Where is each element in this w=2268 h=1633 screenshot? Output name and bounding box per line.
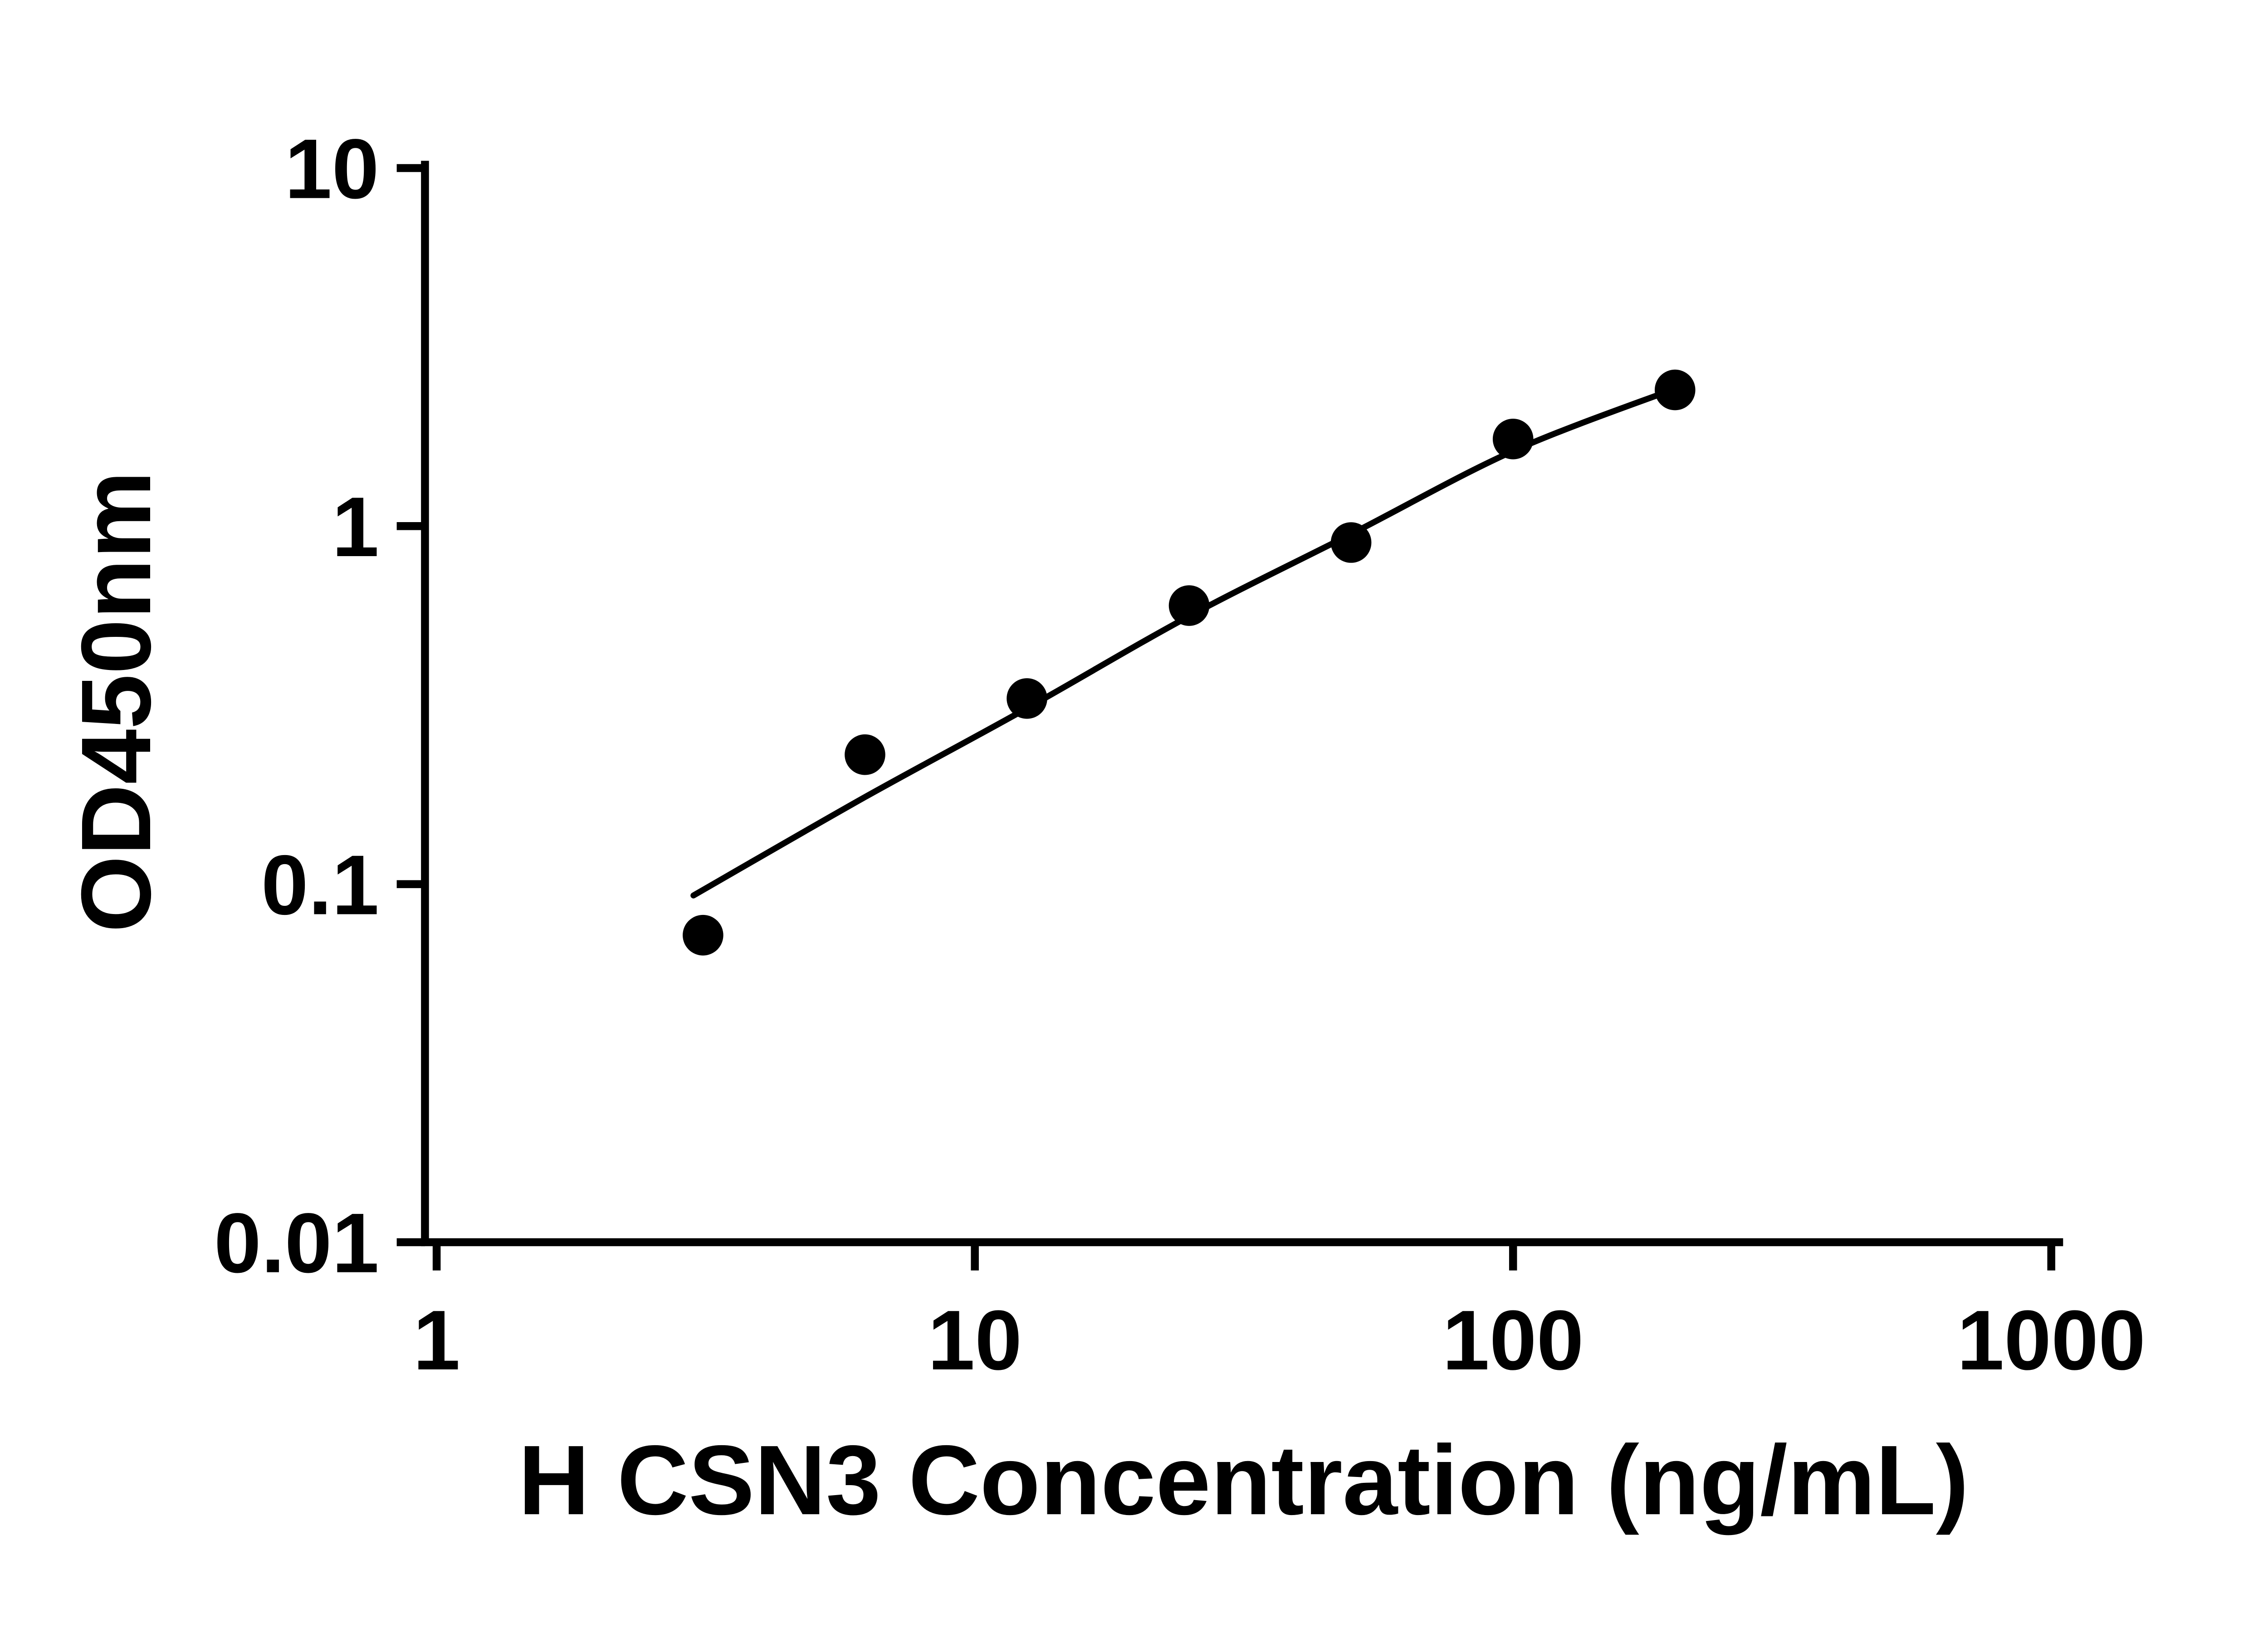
y-axis-title: OD450nm <box>61 471 171 933</box>
y-tick-label: 1 <box>332 479 379 574</box>
data-point <box>1007 678 1047 719</box>
x-axis-title: H CSN3 Concentration (ng/mL) <box>518 1425 1969 1535</box>
x-tick-label: 100 <box>1442 1293 1584 1388</box>
x-tick-label: 1 <box>413 1293 460 1388</box>
data-point <box>1492 419 1534 460</box>
plot-area: 1 10 100 1000 0.01 0.1 1 10 <box>214 122 2146 1388</box>
data-point <box>1654 369 1696 411</box>
x-tick-label: 10 <box>928 1293 1022 1388</box>
data-point <box>683 914 723 956</box>
data-point <box>1330 522 1372 563</box>
y-tick-label: 0.01 <box>214 1196 379 1291</box>
y-tick-label: 10 <box>285 122 379 216</box>
y-tick-label: 0.1 <box>261 837 379 932</box>
data-point <box>1168 585 1210 626</box>
data-point <box>845 734 885 775</box>
axes-frame <box>421 161 2063 1247</box>
fit-curve <box>690 386 1678 899</box>
x-tick-label: 1000 <box>1957 1293 2146 1388</box>
